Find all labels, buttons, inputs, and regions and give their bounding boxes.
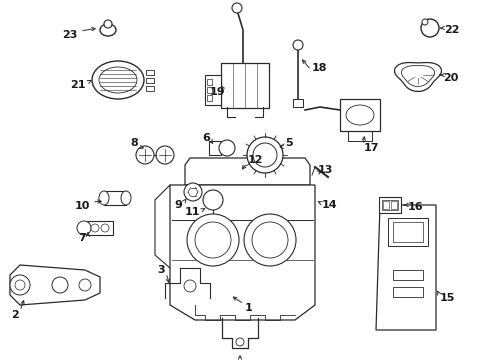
Bar (87, 221, 113, 235)
Circle shape (79, 279, 91, 291)
Circle shape (15, 280, 25, 290)
Circle shape (203, 190, 223, 210)
Ellipse shape (121, 191, 131, 205)
Text: 22: 22 (443, 25, 459, 35)
Text: 6: 6 (202, 133, 209, 143)
Bar (208, 141, 221, 155)
Circle shape (101, 224, 109, 232)
Bar (390, 201, 396, 209)
Circle shape (77, 221, 91, 235)
Circle shape (91, 224, 99, 232)
Bar (206, 87, 211, 93)
Bar (204, 75, 221, 105)
Bar (378, 197, 400, 213)
Text: 11: 11 (184, 207, 200, 217)
Ellipse shape (100, 24, 116, 36)
Text: 12: 12 (247, 155, 263, 165)
Circle shape (292, 40, 303, 50)
Bar (339, 99, 379, 131)
Circle shape (246, 137, 283, 173)
Text: 20: 20 (442, 73, 457, 83)
Circle shape (236, 338, 244, 346)
Circle shape (244, 214, 295, 266)
Circle shape (136, 146, 154, 164)
Ellipse shape (99, 191, 109, 205)
Circle shape (219, 140, 235, 156)
Ellipse shape (99, 67, 137, 93)
Circle shape (183, 280, 196, 292)
Circle shape (252, 143, 276, 167)
Polygon shape (375, 205, 435, 330)
Bar (392, 222, 422, 242)
Polygon shape (184, 158, 309, 185)
Text: 2: 2 (11, 310, 19, 320)
Bar (392, 287, 422, 297)
Bar (146, 85, 154, 90)
Circle shape (231, 3, 242, 13)
Text: 8: 8 (130, 138, 138, 148)
Bar (104, 191, 126, 205)
Polygon shape (170, 185, 314, 320)
Bar (382, 201, 388, 209)
Text: 16: 16 (407, 202, 423, 212)
Bar (381, 200, 397, 210)
Bar (146, 69, 154, 75)
Circle shape (52, 277, 68, 293)
Ellipse shape (346, 105, 373, 125)
Circle shape (195, 222, 230, 258)
Text: 17: 17 (363, 143, 379, 153)
Circle shape (104, 20, 112, 28)
Text: 5: 5 (285, 138, 292, 148)
Bar (392, 270, 422, 280)
Circle shape (186, 214, 239, 266)
Bar (387, 218, 427, 246)
Text: 9: 9 (174, 200, 182, 210)
Bar (206, 79, 211, 85)
Circle shape (183, 183, 202, 201)
Bar (146, 77, 154, 82)
Text: 18: 18 (311, 63, 327, 73)
Bar (221, 63, 268, 108)
Text: 23: 23 (62, 30, 77, 40)
Circle shape (251, 222, 287, 258)
Ellipse shape (92, 61, 143, 99)
Text: 21: 21 (70, 80, 85, 90)
Text: 3: 3 (157, 265, 164, 275)
Text: 14: 14 (321, 200, 337, 210)
Text: 15: 15 (439, 293, 454, 303)
Circle shape (420, 19, 438, 37)
Polygon shape (10, 265, 100, 305)
Text: 7: 7 (78, 233, 85, 243)
Text: 1: 1 (244, 303, 252, 313)
Text: 10: 10 (75, 201, 90, 211)
Bar (292, 99, 303, 107)
Text: 13: 13 (317, 165, 333, 175)
Circle shape (10, 275, 30, 295)
Circle shape (156, 146, 174, 164)
Bar (206, 95, 211, 101)
Circle shape (421, 19, 427, 25)
Text: 19: 19 (209, 87, 225, 97)
